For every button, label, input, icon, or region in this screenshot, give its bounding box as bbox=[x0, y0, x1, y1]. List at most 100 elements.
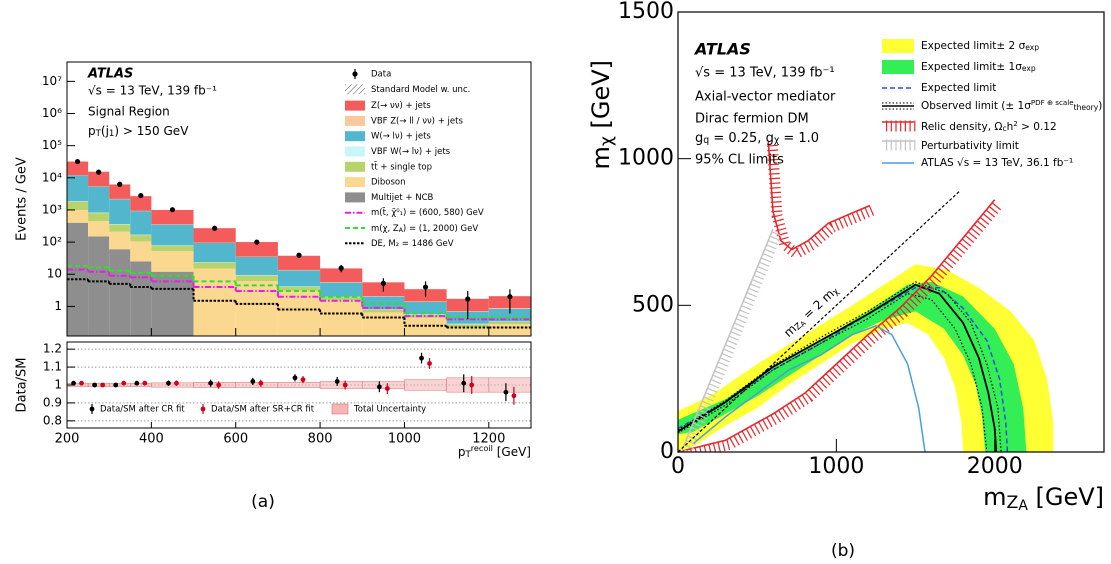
text-part: ) bbox=[1098, 100, 1102, 112]
uncertainty-band bbox=[108, 382, 131, 388]
y-tick-label: 0.8 bbox=[43, 413, 62, 427]
stack-segment bbox=[130, 261, 152, 336]
stack-segment bbox=[67, 201, 89, 210]
legend-swatch bbox=[345, 192, 365, 203]
legend-label: Data/SM after CR fit bbox=[100, 405, 185, 415]
data-point bbox=[507, 294, 513, 300]
legend-label: VBF Z(→ ll / νν) + jets bbox=[371, 116, 463, 126]
legend-swatch bbox=[345, 177, 365, 188]
plot-frame bbox=[66, 61, 532, 337]
stack-segment bbox=[130, 211, 152, 235]
y-tick-label: 10³ bbox=[42, 202, 62, 216]
text-part: g bbox=[695, 131, 703, 146]
text-part: exp bbox=[1022, 64, 1036, 73]
data-point bbox=[465, 296, 471, 302]
legend-label: m(χ, ZA) = (1, 2000) GeV bbox=[371, 224, 478, 234]
ratio-point bbox=[419, 355, 424, 361]
hatched-limit-hatch bbox=[680, 144, 1003, 452]
text-part: recoil bbox=[471, 443, 493, 453]
text-part: > 0.12 bbox=[1018, 121, 1057, 133]
legend-label: ATLAS √s = 13 TeV, 36.1 fb⁻¹ bbox=[921, 157, 1073, 169]
annotation: √s = 13 TeV, 139 fb⁻¹ bbox=[88, 84, 217, 98]
uncertainty-band bbox=[277, 382, 321, 388]
annotation: pT(j1) > 150 GeV bbox=[88, 124, 189, 140]
stack-segment bbox=[130, 196, 152, 211]
x-tick-label: 600 bbox=[223, 432, 248, 447]
text-part: PDF ⊕ scale bbox=[1031, 98, 1074, 107]
legend-label: DE, M₂ = 1486 GeV bbox=[371, 239, 454, 249]
ratio-point bbox=[427, 361, 432, 366]
ratio-point bbox=[342, 382, 348, 388]
legend-label: Data bbox=[371, 70, 391, 80]
y-tick-label: 1500 bbox=[618, 0, 674, 24]
y-axis-label: Data/SM bbox=[15, 358, 30, 413]
stack-segment bbox=[362, 312, 405, 336]
legend-label: Expected limit± 2 σexp bbox=[921, 40, 1039, 52]
legend-label: m(t̃, χ̃⁰₁) = (600, 580) GeV bbox=[371, 207, 484, 219]
legend-label: Observed limit (± 1σPDF ⊕ scaletheory) bbox=[921, 98, 1102, 112]
uncertainty-band bbox=[404, 379, 447, 391]
stack-segment bbox=[235, 281, 278, 336]
text-part: p bbox=[88, 124, 96, 138]
y-tick-label: 10⁶ bbox=[42, 106, 62, 120]
ratio-point bbox=[469, 382, 475, 388]
stack-segment bbox=[404, 337, 446, 348]
legend-marker bbox=[352, 71, 358, 77]
ratio-point bbox=[134, 380, 140, 386]
legend-swatch bbox=[882, 39, 914, 53]
annotation: ATLAS bbox=[693, 40, 751, 59]
text-part: χ bbox=[774, 135, 780, 146]
diagonal-line bbox=[678, 190, 961, 452]
stack-segment bbox=[193, 262, 236, 269]
text-part: ) > 150 GeV bbox=[114, 124, 189, 138]
stack-segment bbox=[235, 256, 278, 276]
ratio-point bbox=[216, 382, 222, 388]
stack-segment bbox=[277, 290, 321, 336]
legend-label: Expected limit± 1σexp bbox=[921, 61, 1036, 73]
data-point bbox=[117, 181, 123, 187]
stack-segment bbox=[404, 301, 447, 303]
stack-segment bbox=[109, 199, 131, 225]
text-part: χ bbox=[831, 287, 841, 298]
x-tick-label: 400 bbox=[139, 432, 164, 447]
annotation: 95% CL limits bbox=[695, 153, 784, 168]
stack-segment bbox=[277, 286, 321, 291]
legend-swatch bbox=[345, 146, 365, 157]
legend-label: Total Uncertainty bbox=[353, 405, 426, 415]
text-part: Observed limit (± 1σ bbox=[921, 100, 1031, 112]
uncertainty-band bbox=[488, 377, 531, 393]
legend-marker bbox=[200, 406, 206, 412]
text-part: A bbox=[1018, 498, 1028, 514]
legend-marker bbox=[89, 406, 95, 412]
y-tick-label: 10² bbox=[42, 235, 62, 249]
data-point bbox=[169, 207, 176, 213]
ratio-frame bbox=[66, 341, 532, 429]
text-part: m bbox=[587, 146, 615, 169]
hatched-limit bbox=[678, 141, 996, 452]
y-tick-label: 1.1 bbox=[43, 360, 62, 374]
stack-segment bbox=[193, 243, 236, 263]
ratio-point bbox=[71, 380, 76, 386]
stack-segment bbox=[235, 242, 278, 257]
stack-segment bbox=[404, 317, 447, 336]
data-point bbox=[138, 192, 144, 199]
stack-segment bbox=[88, 221, 110, 237]
y-axis-label: Events / GeV bbox=[15, 157, 30, 241]
text-part: ) = (1, 2000) GeV bbox=[403, 224, 478, 234]
limit-band bbox=[678, 281, 1027, 452]
text-part: 1 bbox=[109, 129, 115, 139]
text-part: T bbox=[95, 129, 102, 139]
data-point bbox=[422, 284, 429, 290]
stack-segment bbox=[193, 268, 236, 336]
ratio-point bbox=[113, 382, 119, 388]
stack-segment bbox=[109, 231, 131, 250]
stack-segment bbox=[151, 245, 194, 252]
legend-swatch bbox=[882, 60, 914, 74]
stack-segment bbox=[109, 184, 131, 199]
text-part: 2 bbox=[1013, 119, 1018, 128]
stack-segment bbox=[362, 337, 404, 348]
uncertainty-band bbox=[193, 382, 236, 388]
stack-segment bbox=[320, 268, 363, 283]
y-tick-label: 1 bbox=[54, 378, 62, 392]
stack-segment bbox=[447, 337, 489, 355]
